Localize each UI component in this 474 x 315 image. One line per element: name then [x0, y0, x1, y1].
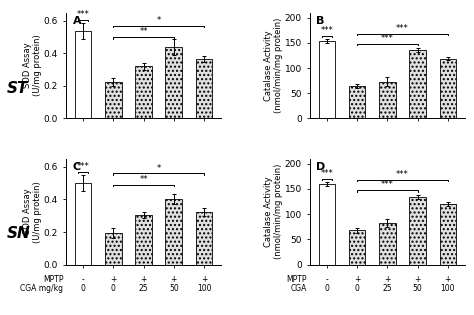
Text: A: A [73, 16, 81, 26]
Text: 100: 100 [197, 284, 211, 293]
Text: +: + [171, 275, 177, 284]
Bar [196, 212, 212, 265]
Text: 100: 100 [441, 284, 455, 293]
Bar [165, 199, 182, 265]
Text: MPTP: MPTP [43, 275, 64, 284]
Text: +: + [140, 275, 147, 284]
Text: CGA: CGA [291, 284, 307, 293]
Text: 25: 25 [383, 284, 392, 293]
Text: D: D [316, 162, 326, 172]
Text: 25: 25 [139, 284, 148, 293]
Text: **: ** [139, 27, 148, 36]
Text: MPTP: MPTP [287, 275, 307, 284]
Text: 50: 50 [169, 284, 179, 293]
Bar [379, 223, 396, 265]
Text: -: - [326, 275, 328, 284]
Text: 0: 0 [324, 284, 329, 293]
Text: ***: *** [320, 26, 333, 35]
Bar [439, 59, 456, 118]
Text: +: + [445, 275, 451, 284]
Bar [349, 86, 365, 118]
Y-axis label: Catalase Activity
(nmol/min/mg protein): Catalase Activity (nmol/min/mg protein) [264, 164, 283, 259]
Bar [135, 66, 152, 118]
Y-axis label: Catalase Activity
(nmol/min/mg protein): Catalase Activity (nmol/min/mg protein) [264, 18, 283, 113]
Text: C: C [73, 162, 81, 172]
Text: +: + [414, 275, 421, 284]
Text: 0: 0 [111, 284, 116, 293]
Bar [319, 184, 335, 265]
Bar [105, 233, 122, 265]
Bar [105, 82, 122, 118]
Text: SN: SN [7, 226, 31, 241]
Text: ***: *** [381, 34, 394, 43]
Text: +: + [201, 275, 207, 284]
Text: 0: 0 [355, 284, 360, 293]
Bar [75, 183, 91, 265]
Bar [75, 31, 91, 118]
Text: ***: *** [77, 162, 90, 171]
Text: CGA mg/kg: CGA mg/kg [20, 284, 64, 293]
Text: ***: *** [77, 10, 90, 19]
Text: +: + [110, 275, 117, 284]
Bar [379, 82, 396, 118]
Text: +: + [354, 275, 360, 284]
Text: B: B [316, 16, 325, 26]
Bar [135, 215, 152, 265]
Text: **: ** [139, 175, 148, 184]
Y-axis label: SOD Assay
(U/mg protein): SOD Assay (U/mg protein) [23, 35, 42, 96]
Y-axis label: SOD Assay
(U/mg protein): SOD Assay (U/mg protein) [23, 181, 42, 243]
Bar [165, 47, 182, 118]
Text: *: * [156, 16, 161, 25]
Bar [409, 50, 426, 118]
Text: 0: 0 [81, 284, 85, 293]
Bar [409, 197, 426, 265]
Text: -: - [82, 275, 84, 284]
Text: ***: *** [396, 170, 409, 179]
Text: ST: ST [7, 81, 28, 96]
Text: +: + [384, 275, 391, 284]
Bar [439, 204, 456, 265]
Text: *: * [156, 163, 161, 173]
Bar [319, 41, 335, 118]
Text: 50: 50 [413, 284, 422, 293]
Bar [196, 59, 212, 118]
Text: ***: *** [396, 24, 409, 33]
Text: ***: *** [320, 169, 333, 178]
Text: ***: *** [381, 180, 394, 189]
Bar [349, 230, 365, 265]
